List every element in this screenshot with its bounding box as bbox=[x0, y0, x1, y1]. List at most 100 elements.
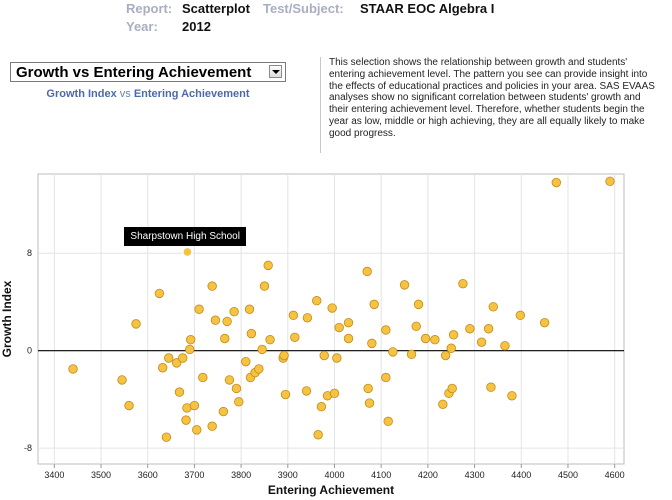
data-point[interactable] bbox=[263, 260, 273, 271]
data-point[interactable] bbox=[207, 281, 217, 291]
scatter-chart: 3400 3500 3600 3700 3800 3900 4000 4100 4200 4300… bbox=[0, 173, 625, 497]
data-point[interactable] bbox=[174, 387, 185, 397]
y-axis-title: Growth Index bbox=[0, 280, 14, 357]
x-axis-title: Entering Achievement bbox=[268, 483, 394, 497]
data-point[interactable] bbox=[210, 315, 221, 325]
x-tick-label: 4600 bbox=[605, 470, 625, 480]
data-point[interactable] bbox=[381, 372, 391, 383]
data-point[interactable] bbox=[244, 304, 255, 314]
data-point[interactable] bbox=[476, 337, 487, 347]
data-point[interactable] bbox=[413, 299, 424, 310]
data-point[interactable] bbox=[438, 399, 448, 409]
data-point[interactable] bbox=[157, 363, 168, 373]
data-point[interactable] bbox=[446, 343, 456, 353]
data-point[interactable] bbox=[327, 303, 337, 313]
data-point[interactable] bbox=[605, 176, 615, 187]
data-point[interactable] bbox=[483, 324, 494, 334]
data-point[interactable] bbox=[194, 304, 204, 314]
data-point[interactable] bbox=[164, 353, 174, 363]
data-point[interactable] bbox=[302, 313, 313, 323]
data-point[interactable] bbox=[420, 333, 431, 344]
data-point[interactable] bbox=[257, 344, 267, 355]
data-point[interactable] bbox=[265, 335, 275, 345]
data-point[interactable] bbox=[539, 317, 550, 328]
data-point[interactable] bbox=[515, 310, 526, 321]
data-point[interactable] bbox=[367, 338, 377, 349]
data-point[interactable] bbox=[124, 400, 134, 411]
data-point[interactable] bbox=[241, 356, 251, 367]
data-point[interactable] bbox=[447, 383, 457, 394]
school-tooltip: Sharpstown High School bbox=[124, 226, 246, 246]
data-point[interactable] bbox=[363, 383, 373, 394]
data-point[interactable] bbox=[381, 325, 391, 335]
data-point[interactable] bbox=[448, 330, 459, 340]
data-point[interactable] bbox=[234, 397, 244, 407]
data-point[interactable] bbox=[486, 382, 496, 392]
data-point[interactable] bbox=[231, 383, 242, 394]
data-point[interactable] bbox=[288, 310, 299, 321]
subject-label: Test/Subject: bbox=[263, 1, 344, 16]
x-tick-label: 4300 bbox=[465, 470, 485, 480]
data-point[interactable] bbox=[207, 421, 217, 431]
data-point[interactable] bbox=[313, 430, 323, 440]
data-point[interactable] bbox=[279, 350, 289, 361]
data-point[interactable] bbox=[458, 278, 468, 289]
data-point[interactable] bbox=[369, 299, 379, 310]
data-point[interactable] bbox=[399, 280, 410, 290]
data-point[interactable] bbox=[551, 177, 561, 188]
data-point[interactable] bbox=[181, 415, 191, 425]
chevron-down-icon[interactable] bbox=[269, 65, 282, 78]
data-point[interactable] bbox=[254, 364, 264, 374]
data-point[interactable] bbox=[362, 266, 372, 277]
data-point[interactable] bbox=[185, 335, 196, 345]
data-point[interactable] bbox=[411, 321, 421, 332]
data-point[interactable] bbox=[68, 364, 78, 374]
data-point[interactable] bbox=[343, 333, 354, 344]
data-point[interactable] bbox=[329, 388, 340, 399]
data-point[interactable] bbox=[161, 432, 172, 442]
y-tick-label: -8 bbox=[24, 443, 32, 453]
data-point[interactable] bbox=[383, 416, 393, 427]
data-point[interactable] bbox=[224, 375, 235, 385]
data-point[interactable] bbox=[117, 375, 127, 385]
data-point[interactable] bbox=[154, 288, 165, 299]
data-point[interactable] bbox=[178, 353, 188, 363]
data-point[interactable] bbox=[406, 349, 417, 360]
data-point[interactable] bbox=[290, 332, 300, 342]
data-point[interactable] bbox=[319, 350, 329, 361]
data-point[interactable] bbox=[189, 400, 200, 411]
growth-index-link[interactable]: Growth Index bbox=[46, 88, 117, 100]
data-point[interactable] bbox=[507, 391, 517, 401]
data-point[interactable] bbox=[364, 398, 375, 408]
data-point[interactable] bbox=[198, 372, 208, 383]
data-point[interactable] bbox=[185, 344, 195, 355]
x-tick-label: 3600 bbox=[138, 470, 158, 480]
data-point[interactable] bbox=[218, 406, 229, 417]
data-point[interactable] bbox=[430, 335, 440, 345]
data-point[interactable] bbox=[316, 402, 327, 412]
data-point[interactable] bbox=[280, 389, 291, 400]
data-point[interactable] bbox=[171, 358, 182, 368]
data-point[interactable] bbox=[229, 306, 239, 317]
data-point[interactable] bbox=[440, 350, 451, 361]
x-tick-label: 3700 bbox=[184, 470, 204, 480]
data-point[interactable] bbox=[301, 386, 312, 396]
data-point[interactable] bbox=[192, 425, 202, 435]
data-point[interactable] bbox=[246, 328, 257, 339]
data-point[interactable] bbox=[332, 353, 342, 363]
chart-type-select[interactable]: Growth vs Entering Achievement bbox=[10, 62, 286, 82]
entering-achievement-link[interactable]: Entering Achievement bbox=[133, 88, 250, 100]
data-point[interactable] bbox=[343, 317, 354, 328]
data-point[interactable] bbox=[388, 347, 398, 357]
x-tick-label: 3500 bbox=[91, 470, 111, 480]
data-point[interactable] bbox=[312, 296, 322, 306]
data-point[interactable] bbox=[259, 281, 270, 291]
data-point[interactable] bbox=[500, 341, 510, 351]
data-point[interactable] bbox=[131, 319, 141, 329]
data-point[interactable] bbox=[488, 302, 498, 312]
data-point[interactable] bbox=[222, 316, 232, 327]
data-point[interactable] bbox=[334, 322, 344, 333]
highlighted-data-point[interactable] bbox=[182, 246, 193, 258]
data-point[interactable] bbox=[465, 324, 475, 334]
data-point[interactable] bbox=[220, 333, 230, 344]
